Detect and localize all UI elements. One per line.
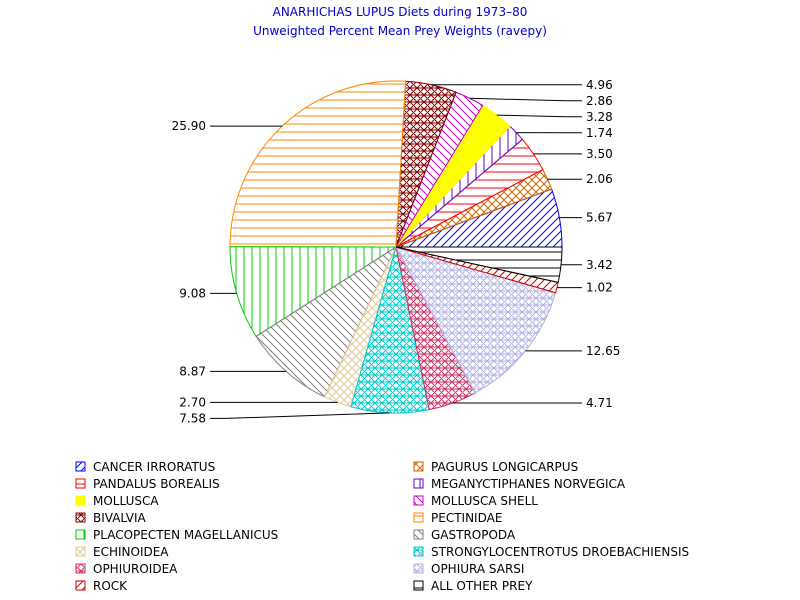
data-label: 4.96 xyxy=(586,78,613,92)
legend-label: STRONGYLOCENTROTUS DROEBACHIENSIS xyxy=(431,545,689,559)
legend-swatch xyxy=(75,461,86,472)
legend-label: MOLLUSCA SHELL xyxy=(431,494,538,508)
data-label: 1.74 xyxy=(586,126,613,140)
data-label: 3.50 xyxy=(586,147,613,161)
data-label: 25.90 xyxy=(172,119,206,133)
legend-swatch xyxy=(75,580,86,591)
legend-swatch xyxy=(413,563,424,574)
legend-swatch xyxy=(75,512,86,523)
legend-swatch xyxy=(75,563,86,574)
legend: CANCER IRRORATUS PAGURUS LONGICARPUS PANDA… xyxy=(75,460,689,593)
slice-placopecten-magellanicus xyxy=(229,246,398,338)
data-label: 1.02 xyxy=(586,281,613,295)
data-label: 7.58 xyxy=(179,411,206,425)
legend-label: ECHINOIDEA xyxy=(93,545,169,559)
chart-subtitle: Unweighted Percent Mean Prey Weights (ra… xyxy=(253,24,547,38)
legend-label: PLACOPECTEN MAGELLANICUS xyxy=(93,528,278,542)
leader-line xyxy=(469,97,582,102)
legend-swatch xyxy=(75,495,86,506)
legend-swatch xyxy=(413,580,424,591)
data-label: 3.28 xyxy=(586,110,613,124)
data-label: 2.06 xyxy=(586,172,613,186)
legend-label: ALL OTHER PREY xyxy=(431,579,533,593)
chart-title: ANARHICHAS LUPUS Diets during 1973–80 xyxy=(273,5,528,19)
legend-swatch xyxy=(413,495,424,506)
legend-swatch xyxy=(413,461,424,472)
leader-line xyxy=(210,412,390,419)
pie-slices xyxy=(229,80,563,414)
pie-labels: 4.96 2.86 3.28 1.74 3.50 2.06 5.67 3.42 1.02 12.6… xyxy=(172,78,621,426)
legend-label: OPHIURA SARSI xyxy=(431,562,524,576)
legend-swatch xyxy=(413,478,424,489)
legend-label: CANCER IRRORATUS xyxy=(93,460,215,474)
data-label: 4.71 xyxy=(586,396,613,410)
data-label: 12.65 xyxy=(586,344,620,358)
legend-swatch xyxy=(413,529,424,540)
legend-swatch xyxy=(75,478,86,489)
legend-label: MEGANYCTIPHANES NORVEGICA xyxy=(431,477,626,491)
legend-swatch xyxy=(413,512,424,523)
legend-swatch xyxy=(413,546,424,557)
slice-gastropoda xyxy=(255,245,398,398)
data-label: 9.08 xyxy=(179,286,206,300)
data-label: 2.70 xyxy=(179,395,206,409)
legend-label: GASTROPODA xyxy=(431,528,516,542)
legend-label: PAGURUS LONGICARPUS xyxy=(431,460,578,474)
slice-ophiura-sarsi xyxy=(394,246,557,394)
legend-label: ROCK xyxy=(93,579,128,593)
leader-line xyxy=(496,114,582,118)
legend-label: OPHIUROIDEA xyxy=(93,562,178,576)
legend-label: PANDALUS BOREALIS xyxy=(93,477,220,491)
legend-swatch xyxy=(75,529,86,540)
legend-label: PECTINIDAE xyxy=(431,511,502,525)
legend-label: MOLLUSCA xyxy=(93,494,159,508)
data-label: 2.86 xyxy=(586,94,613,108)
slice-pectinidae xyxy=(229,80,407,248)
data-label: 3.42 xyxy=(586,258,613,272)
data-label: 5.67 xyxy=(586,211,613,225)
legend-label: BIVALVIA xyxy=(93,511,147,525)
data-label: 8.87 xyxy=(179,364,206,378)
legend-swatch xyxy=(75,546,86,557)
